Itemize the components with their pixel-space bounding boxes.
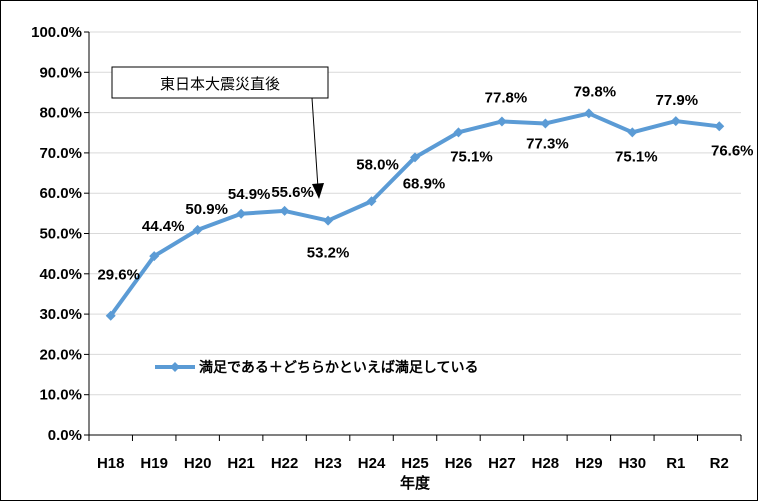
data-point	[366, 196, 377, 207]
data-point	[279, 205, 290, 216]
data-point	[540, 118, 551, 129]
data-point	[149, 251, 160, 262]
annotation: 東日本大震災直後	[111, 66, 329, 199]
data-point	[496, 116, 507, 127]
x-tick-label: H26	[445, 455, 473, 472]
data-label: 77.8%	[485, 89, 528, 106]
y-tick-label: 100.0%	[31, 24, 82, 41]
series-markers	[105, 108, 725, 321]
x-tick-label: H25	[401, 455, 429, 472]
data-label: 53.2%	[307, 245, 350, 262]
data-label: 54.9%	[228, 186, 271, 203]
data-labels: 29.6% 44.4%50.9%54.9% 55.6% 53.2% 58.0%68.9%…	[97, 83, 753, 283]
x-axis-ticks: H18 H19 H20 H21 H22 H23 H24 H25 H26 H27 H28 H29 H30 R…	[88, 435, 742, 472]
x-tick-label: H21	[227, 455, 255, 472]
x-tick-label: H30	[619, 455, 647, 472]
data-label: 76.6%	[711, 142, 754, 159]
x-tick-label: H22	[271, 455, 299, 472]
data-label: 75.1%	[450, 148, 493, 165]
data-label: 77.3%	[526, 135, 569, 152]
data-label: 29.6%	[97, 267, 140, 284]
x-axis-title: 年度	[400, 474, 431, 492]
x-tick-label: R2	[710, 455, 729, 472]
legend-marker	[170, 362, 180, 372]
x-tick-label: H24	[358, 455, 386, 472]
legend-label: 満足である＋どちらかといえば満足している	[199, 359, 478, 375]
x-tick-label: H18	[97, 455, 125, 472]
data-point	[714, 121, 725, 132]
x-tick-label: H19	[140, 455, 168, 472]
data-label: 55.6%	[271, 184, 314, 201]
x-tick-label: H27	[488, 455, 516, 472]
y-tick-label: 0.0%	[48, 427, 82, 444]
data-point	[236, 208, 247, 219]
data-label: 79.8%	[574, 83, 617, 100]
y-tick-label: 40.0%	[39, 266, 82, 283]
data-label: 50.9%	[185, 201, 228, 218]
data-label: 77.9%	[656, 92, 699, 109]
legend: 満足である＋どちらかといえば満足している	[155, 359, 478, 375]
x-tick-label: H23	[314, 455, 342, 472]
data-point	[627, 127, 638, 138]
annotation-arrow-line	[311, 97, 319, 189]
data-label: 44.4%	[142, 218, 185, 235]
y-tick-label: 30.0%	[39, 306, 82, 323]
x-tick-label: H20	[184, 455, 212, 472]
y-tick-label: 60.0%	[39, 185, 82, 202]
data-point	[105, 310, 116, 321]
x-tick-label: H29	[575, 455, 603, 472]
y-tick-label: 90.0%	[39, 64, 82, 81]
y-axis-ticks: 0.0% 10.0% 20.0% 30.0% 40.0% 50.0% 60.0% 70.0% 8…	[31, 24, 89, 444]
y-tick-label: 50.0%	[39, 226, 82, 243]
data-point	[670, 116, 681, 127]
data-point	[583, 108, 594, 119]
y-tick-label: 10.0%	[39, 387, 82, 404]
data-point	[410, 152, 420, 163]
data-point	[323, 215, 334, 226]
x-tick-label: H28	[532, 455, 560, 472]
data-label: 58.0%	[356, 156, 399, 173]
y-tick-label: 20.0%	[39, 346, 82, 363]
data-label: 68.9%	[403, 175, 446, 192]
annotation-text: 東日本大震災直後	[160, 75, 280, 93]
annotation-arrow-head	[312, 183, 324, 199]
data-point	[453, 127, 464, 138]
data-label: 75.1%	[615, 148, 658, 165]
x-tick-label: R1	[666, 455, 685, 472]
y-tick-label: 80.0%	[39, 105, 82, 122]
data-point	[192, 224, 203, 235]
y-tick-label: 70.0%	[39, 145, 82, 162]
annotation-box	[111, 66, 329, 99]
